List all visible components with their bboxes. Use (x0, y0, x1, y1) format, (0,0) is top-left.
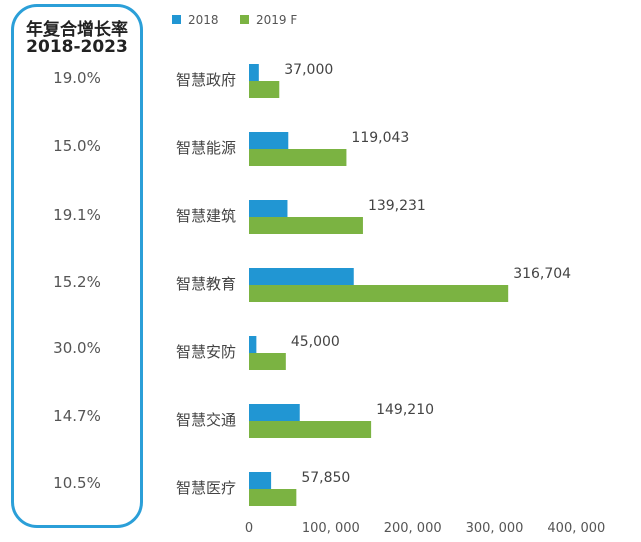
cagr-panel: 年复合增长率 2018-2023 19.0% 15.0% 19.1% 15.2%… (11, 4, 143, 528)
data-label-6: 57,850 (301, 470, 350, 486)
x-tick-label-0: 0 (245, 521, 253, 536)
data-label-3: 316,704 (513, 266, 571, 282)
data-label-1: 119,043 (351, 130, 409, 146)
category-label-2: 智慧建筑 (176, 207, 236, 225)
x-tick-label-1: 100, 000 (302, 521, 360, 536)
cagr-value-6: 14.7% (53, 407, 101, 425)
data-label-5: 149,210 (376, 402, 434, 418)
x-tick-label-3: 300, 000 (466, 521, 524, 536)
bar-2018-6 (249, 472, 272, 489)
legend-swatch-1 (240, 15, 249, 24)
cagr-value-7: 10.5% (53, 474, 101, 492)
data-label-2: 139,231 (368, 198, 426, 214)
x-axis: 0 100, 000 200, 000 300, 000 400, 000 (245, 521, 605, 536)
cagr-value-5: 30.0% (53, 339, 101, 357)
x-tick-label-2: 200, 000 (384, 521, 442, 536)
data-label-0: 37,000 (284, 62, 333, 78)
chart-bars: 智慧政府 37,000 智慧能源 119,043 智慧建筑 139,231 智慧教育 316,… (176, 62, 571, 506)
category-label-3: 智慧教育 (176, 275, 236, 293)
bar-2019f-3 (249, 285, 509, 302)
bar-2019f-0 (249, 81, 280, 98)
bar-2019f-2 (249, 217, 363, 234)
cagr-value-2: 15.0% (53, 137, 101, 155)
x-tick-label-4: 400, 000 (547, 521, 605, 536)
category-label-6: 智慧医疗 (176, 479, 236, 497)
category-label-0: 智慧政府 (176, 71, 236, 89)
cagr-title-line2: 2018-2023 (26, 37, 128, 57)
chart-legend: 2018 2019 F (172, 13, 297, 27)
cagr-value-4: 15.2% (53, 273, 101, 291)
legend-label-1: 2019 F (256, 13, 297, 27)
bar-2018-4 (249, 336, 257, 353)
bar-2019f-1 (249, 149, 347, 166)
bar-2019f-5 (249, 421, 372, 438)
bar-2019f-4 (249, 353, 286, 370)
category-label-4: 智慧安防 (176, 343, 236, 361)
data-label-4: 45,000 (291, 334, 340, 350)
bar-2018-0 (249, 64, 259, 81)
bar-2018-1 (249, 132, 289, 149)
bar-2018-2 (249, 200, 288, 217)
category-label-1: 智慧能源 (176, 139, 236, 157)
category-label-5: 智慧交通 (176, 411, 236, 429)
legend-label-0: 2018 (188, 13, 219, 27)
cagr-value-1: 19.0% (53, 69, 101, 87)
bar-2018-3 (249, 268, 354, 285)
cagr-title-line1: 年复合增长率 (26, 20, 128, 40)
cagr-value-3: 19.1% (53, 206, 101, 224)
bar-2018-5 (249, 404, 300, 421)
bar-2019f-6 (249, 489, 297, 506)
legend-swatch-0 (172, 15, 181, 24)
